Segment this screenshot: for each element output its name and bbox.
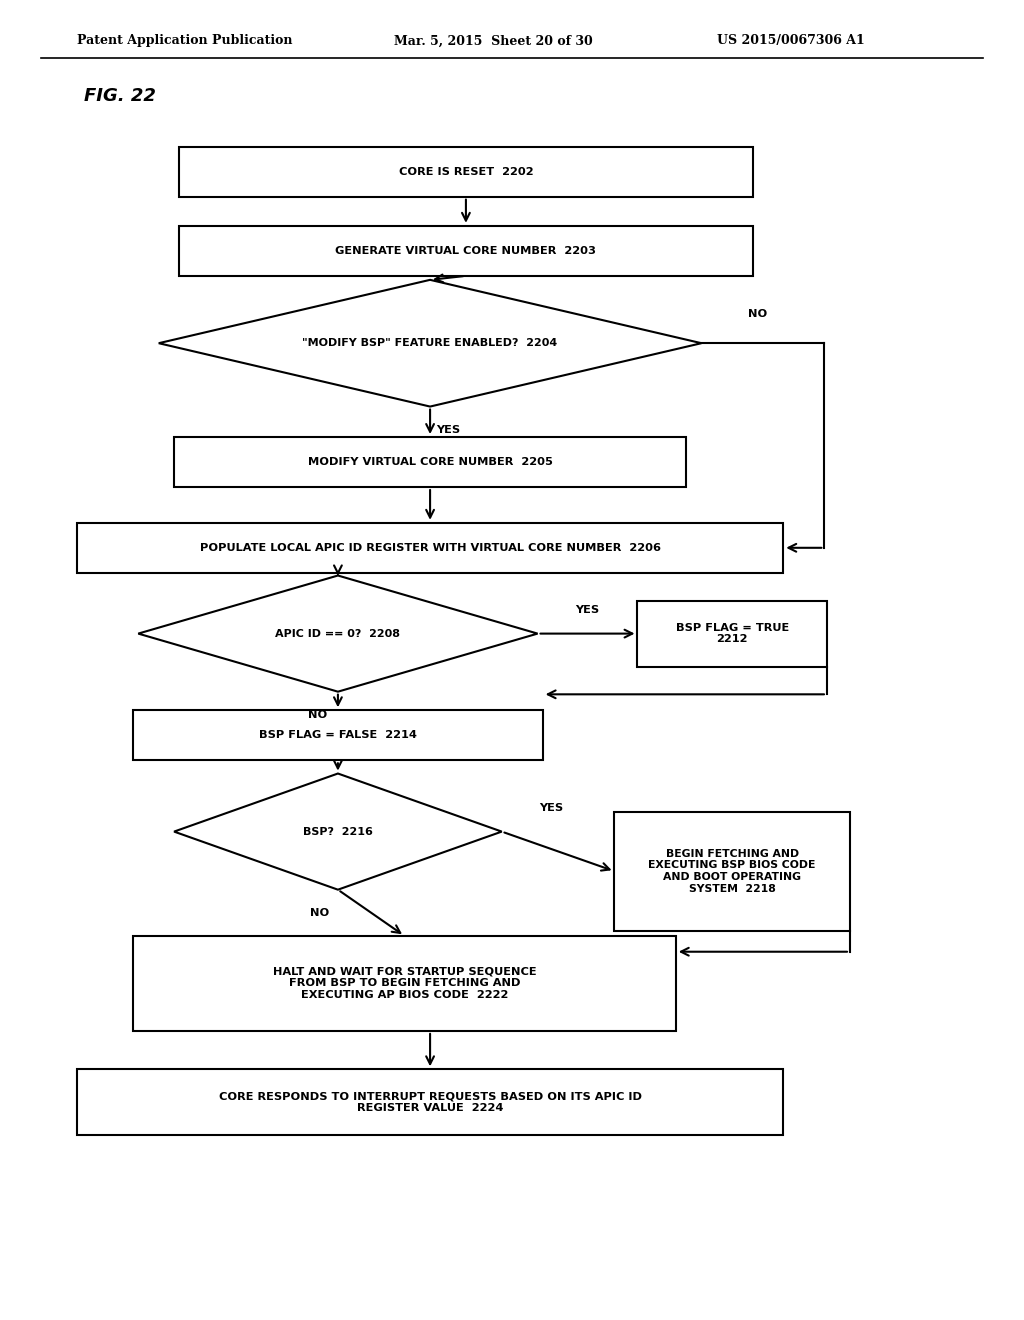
Text: FIG. 22: FIG. 22 <box>84 87 156 106</box>
Text: YES: YES <box>574 605 599 615</box>
Polygon shape <box>174 774 502 890</box>
Bar <box>133 710 543 760</box>
Bar <box>174 437 686 487</box>
Text: CORE RESPONDS TO INTERRUPT REQUESTS BASED ON ITS APIC ID
REGISTER VALUE  2224: CORE RESPONDS TO INTERRUPT REQUESTS BASE… <box>218 1092 642 1113</box>
Text: HALT AND WAIT FOR STARTUP SEQUENCE
FROM BSP TO BEGIN FETCHING AND
EXECUTING AP B: HALT AND WAIT FOR STARTUP SEQUENCE FROM … <box>272 966 537 1001</box>
Text: NO: NO <box>749 309 767 319</box>
Text: US 2015/0067306 A1: US 2015/0067306 A1 <box>717 34 864 48</box>
Text: POPULATE LOCAL APIC ID REGISTER WITH VIRTUAL CORE NUMBER  2206: POPULATE LOCAL APIC ID REGISTER WITH VIR… <box>200 543 660 553</box>
Bar <box>179 147 753 197</box>
Text: "MODIFY BSP" FEATURE ENABLED?  2204: "MODIFY BSP" FEATURE ENABLED? 2204 <box>302 338 558 348</box>
Text: NO: NO <box>310 908 329 919</box>
Text: BSP FLAG = TRUE
2212: BSP FLAG = TRUE 2212 <box>676 623 788 644</box>
Text: BSP?  2216: BSP? 2216 <box>303 826 373 837</box>
Text: BEGIN FETCHING AND
EXECUTING BSP BIOS CODE
AND BOOT OPERATING
SYSTEM  2218: BEGIN FETCHING AND EXECUTING BSP BIOS CO… <box>648 849 816 894</box>
Text: Mar. 5, 2015  Sheet 20 of 30: Mar. 5, 2015 Sheet 20 of 30 <box>394 34 593 48</box>
Text: YES: YES <box>436 425 461 436</box>
Bar <box>77 523 783 573</box>
Bar <box>614 812 850 931</box>
Text: APIC ID == 0?  2208: APIC ID == 0? 2208 <box>275 628 400 639</box>
Bar <box>77 1069 783 1135</box>
Bar <box>637 601 826 667</box>
Bar <box>179 226 753 276</box>
Text: BSP FLAG = FALSE  2214: BSP FLAG = FALSE 2214 <box>259 730 417 741</box>
Text: NO: NO <box>308 710 327 721</box>
Text: YES: YES <box>539 803 563 813</box>
Polygon shape <box>159 280 701 407</box>
Polygon shape <box>138 576 538 692</box>
Text: Patent Application Publication: Patent Application Publication <box>77 34 292 48</box>
Text: CORE IS RESET  2202: CORE IS RESET 2202 <box>398 166 534 177</box>
Bar <box>133 936 676 1031</box>
Text: MODIFY VIRTUAL CORE NUMBER  2205: MODIFY VIRTUAL CORE NUMBER 2205 <box>307 457 553 467</box>
Text: GENERATE VIRTUAL CORE NUMBER  2203: GENERATE VIRTUAL CORE NUMBER 2203 <box>336 246 596 256</box>
